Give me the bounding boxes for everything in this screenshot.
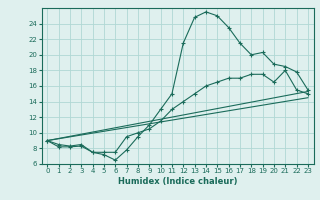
- X-axis label: Humidex (Indice chaleur): Humidex (Indice chaleur): [118, 177, 237, 186]
